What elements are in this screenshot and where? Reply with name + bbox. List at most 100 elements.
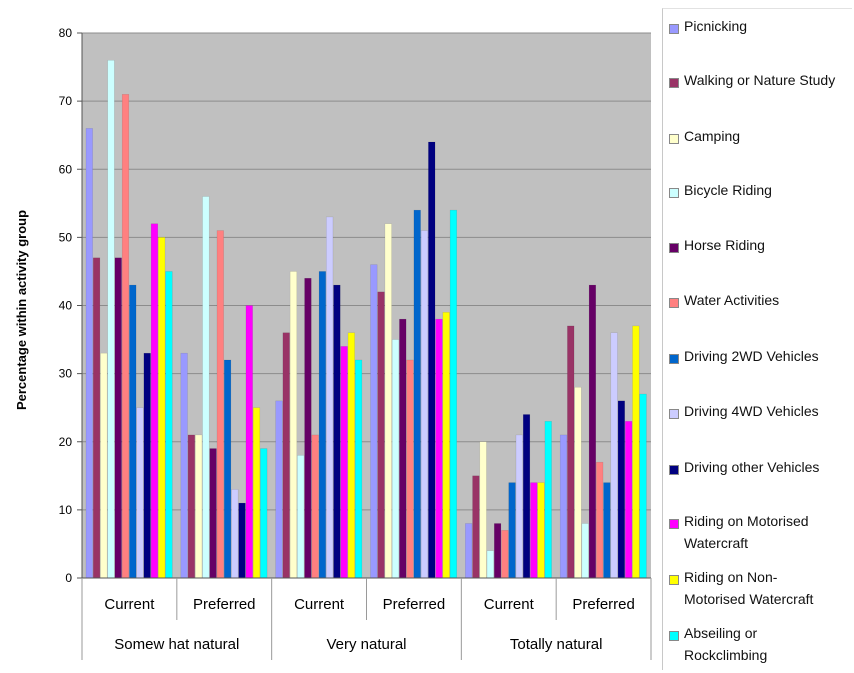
bar	[399, 318, 407, 579]
legend-item: Horse Riding	[669, 237, 765, 256]
legend-label: Picnicking	[684, 18, 748, 34]
bar	[333, 284, 341, 579]
legend-swatch	[669, 631, 679, 641]
bar	[275, 400, 283, 579]
bar	[318, 271, 326, 579]
bar	[501, 530, 509, 579]
legend-swatch	[669, 134, 679, 144]
legend-swatch	[669, 409, 679, 419]
bar	[435, 318, 443, 579]
bar	[610, 332, 618, 579]
legend-item: Abseiling or Rockclimbing	[669, 625, 767, 666]
legend-label: Driving other Vehicles	[684, 459, 820, 475]
legend-swatch	[669, 298, 679, 308]
bar	[216, 230, 224, 579]
bar	[158, 237, 166, 579]
bar	[238, 502, 246, 579]
bar	[340, 346, 348, 579]
bar	[370, 264, 378, 579]
bar	[472, 475, 480, 579]
y-tick-label: 50	[59, 230, 73, 244]
legend-swatch	[669, 354, 679, 364]
legend-swatch	[669, 465, 679, 475]
bar	[282, 332, 290, 579]
bar	[391, 339, 400, 579]
legend-label: Riding on Non- Motorised Watercraft	[684, 569, 814, 607]
legend-item: Driving 4WD Vehicles	[669, 403, 819, 422]
bar	[508, 482, 516, 579]
bar	[530, 482, 538, 579]
bar	[406, 359, 414, 579]
bar	[187, 434, 195, 579]
bar	[617, 400, 625, 579]
bar	[588, 284, 596, 579]
bar	[603, 482, 611, 579]
legend: Picnicking Walking or Nature Study Camping…	[662, 8, 852, 670]
bar	[522, 414, 531, 579]
bar	[129, 284, 137, 579]
bar	[625, 421, 633, 579]
bar	[486, 550, 494, 579]
legend-label: Bicycle Riding	[684, 182, 772, 198]
bar	[639, 393, 647, 579]
bar	[92, 257, 101, 579]
y-tick-label: 30	[59, 367, 73, 381]
bar	[567, 325, 575, 579]
bar	[574, 387, 582, 579]
legend-item: Riding on Non- Motorised Watercraft	[669, 569, 813, 610]
bar-chart: Percentage within activity group 0 10 20 30…	[14, 26, 652, 660]
legend-item: Driving other Vehicles	[669, 459, 819, 478]
bar	[136, 407, 144, 579]
x-category-label: Preferred	[193, 596, 256, 613]
y-tick-label: 0	[65, 571, 72, 585]
bar	[479, 441, 487, 579]
legend-swatch	[669, 519, 679, 529]
x-group-label: Totally natural	[510, 636, 603, 653]
bar	[355, 359, 363, 579]
x-group-label: Somew hat natural	[114, 636, 239, 653]
legend-item: Water Activities	[669, 292, 779, 311]
legend-swatch	[669, 24, 679, 34]
legend-item: Walking or Nature Study	[669, 72, 835, 91]
legend-label: Camping	[684, 128, 741, 144]
bar	[114, 257, 122, 579]
bar	[347, 332, 355, 579]
bar	[252, 407, 261, 579]
bar	[121, 94, 130, 579]
y-tick-label: 80	[59, 26, 73, 40]
bar	[544, 421, 552, 579]
x-axis: Current Preferred Current Preferred Current P…	[81, 33, 652, 660]
bar	[494, 523, 502, 579]
bar	[537, 482, 545, 579]
bar	[311, 434, 319, 579]
bar	[224, 359, 232, 579]
legend-swatch	[669, 188, 679, 198]
bar	[384, 223, 392, 579]
x-group-label: Very natural	[326, 636, 406, 653]
legend-label: Abseiling or Rockclimbing	[684, 625, 768, 663]
bar	[326, 216, 334, 579]
bar	[428, 141, 436, 579]
y-tick-label: 60	[59, 162, 73, 176]
y-axis-ticks: 0 10 20 30 40 50 60 70 80	[59, 26, 82, 585]
legend-item: Riding on Motorised Watercraft	[669, 513, 809, 554]
bar	[559, 434, 568, 579]
bar	[420, 230, 429, 579]
bar	[180, 352, 188, 579]
legend-swatch	[669, 575, 679, 585]
x-category-label: Preferred	[383, 596, 446, 613]
y-axis-label: Percentage within activity group	[14, 210, 29, 410]
legend-label: Riding on Motorised Watercraft	[684, 513, 809, 551]
legend-swatch	[669, 78, 679, 88]
bar	[150, 223, 159, 579]
bar	[596, 461, 604, 579]
bar	[449, 209, 457, 579]
x-category-label: Current	[104, 596, 155, 613]
bar	[245, 305, 253, 579]
y-tick-label: 40	[59, 299, 73, 313]
gridlines	[82, 32, 651, 511]
x-category-label: Preferred	[572, 596, 635, 613]
bar	[377, 291, 385, 579]
bar	[100, 352, 108, 579]
bar	[195, 434, 203, 579]
